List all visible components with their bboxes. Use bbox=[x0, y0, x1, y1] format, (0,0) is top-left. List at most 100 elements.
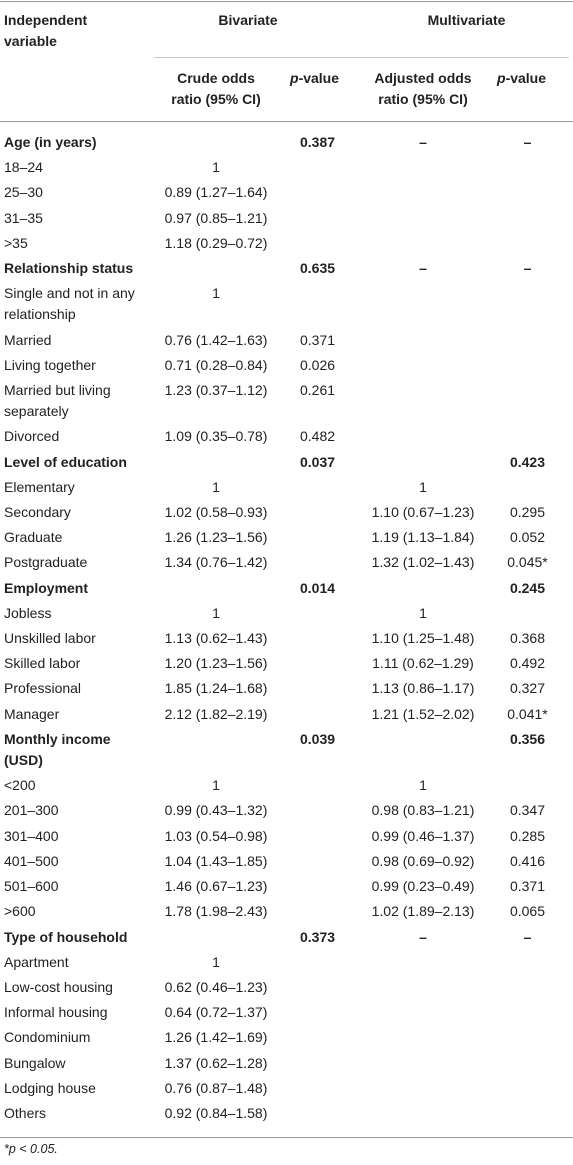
table-cell: Age (in years) bbox=[4, 134, 97, 150]
table-cell: 0.245 bbox=[509, 579, 546, 596]
rule bbox=[0, 1, 573, 2]
table-cell: Low-cost housing bbox=[4, 978, 113, 995]
header-cell: Multivariate bbox=[427, 12, 506, 28]
table-cell: Professional bbox=[4, 680, 82, 697]
table-cell: 1.13 (0.86–1.17) bbox=[371, 680, 475, 697]
table-cell: 1.02 (1.89–2.13) bbox=[371, 903, 475, 920]
table-cell: Employment bbox=[4, 579, 89, 596]
table-cell: 0.065 bbox=[509, 903, 546, 920]
table-cell: 0.371 bbox=[300, 331, 336, 348]
table-cell: 0.635 bbox=[300, 260, 336, 277]
table-row: Informal housing 0.64 (0.72–1.37) bbox=[0, 1000, 573, 1025]
table-cell: 0.98 (0.83–1.21) bbox=[371, 802, 475, 819]
table-cell bbox=[360, 1000, 486, 1004]
footnote: *p < 0.05. bbox=[4, 1142, 58, 1156]
table-cell bbox=[282, 500, 360, 504]
table-cell: 1.78 (1.98–2.43) bbox=[164, 903, 268, 920]
table-cell: 0.98 (0.69–0.92) bbox=[371, 852, 475, 869]
table-cell: 301–400 bbox=[4, 827, 59, 844]
group-row: Employment 0.014 0.245 bbox=[0, 576, 573, 601]
table-cell bbox=[360, 231, 486, 235]
group-row: Age (in years) 0.387 – – bbox=[0, 130, 573, 155]
table-cell: Bungalow bbox=[4, 1054, 66, 1071]
table-cell: Others bbox=[4, 1104, 47, 1121]
table-cell: 1 bbox=[212, 159, 220, 176]
table-cell bbox=[486, 231, 573, 235]
table-cell bbox=[282, 1076, 360, 1080]
table-cell bbox=[282, 899, 360, 903]
table-cell bbox=[486, 424, 573, 428]
table-cell bbox=[282, 975, 360, 979]
table-cell: 1.20 (1.23–1.56) bbox=[164, 655, 268, 672]
table-cell bbox=[486, 975, 573, 979]
table-row: Unskilled labor 1.13 (0.62–1.43) 1.10 (1.2… bbox=[0, 626, 573, 651]
table-cell bbox=[486, 206, 573, 210]
table-cell: 1 bbox=[419, 478, 427, 495]
table-cell: 0.99 (0.43–1.32) bbox=[164, 802, 268, 819]
table-cell: 1.04 (1.43–1.85) bbox=[164, 852, 268, 869]
table-cell: 0.052 bbox=[509, 529, 546, 546]
table-row: Divorced 1.09 (0.35–0.78) 0.482 bbox=[0, 424, 573, 449]
table-cell: 25–30 bbox=[4, 184, 43, 201]
table-cell bbox=[282, 1000, 360, 1004]
table-cell bbox=[486, 328, 573, 332]
table-cell bbox=[360, 727, 486, 731]
table-row: Secondary 1.02 (0.58–0.93) 1.10 (0.67–1.23… bbox=[0, 500, 573, 525]
table-cell bbox=[282, 950, 360, 954]
rule bbox=[0, 1137, 573, 1138]
group-row: Monthly income (USD) 0.039 0.356 bbox=[0, 727, 573, 773]
table-cell: 0.037 bbox=[300, 453, 336, 470]
table-cell: Apartment bbox=[4, 953, 69, 970]
table-row: 31–35 0.97 (0.85–1.21) bbox=[0, 206, 573, 231]
table-cell: 201–300 bbox=[4, 802, 59, 819]
header-cell: Crude odds ratio (95% CI) bbox=[171, 70, 261, 108]
table-cell bbox=[360, 950, 486, 954]
table-cell: 1.23 (0.37–1.12) bbox=[164, 382, 268, 399]
table-row: Single and not in any relationship 1 bbox=[0, 281, 573, 327]
table-cell: 1 bbox=[212, 285, 220, 302]
table-cell: 0.387 bbox=[300, 134, 336, 150]
table-row: Condominium 1.26 (1.42–1.69) bbox=[0, 1025, 573, 1050]
table-cell: 0.99 (0.23–0.49) bbox=[371, 878, 475, 895]
table-cell: 1.02 (0.58–0.93) bbox=[164, 504, 268, 521]
table-cell: 1.03 (0.54–0.98) bbox=[164, 827, 268, 844]
table-cell: Manager bbox=[4, 705, 60, 722]
table-cell: 0.423 bbox=[509, 453, 546, 470]
table-cell: Monthly income (USD) bbox=[4, 730, 111, 769]
table-cell bbox=[282, 874, 360, 878]
table-row: Apartment 1 bbox=[0, 950, 573, 975]
table-cell bbox=[282, 849, 360, 853]
table-cell: 2.12 (1.82–2.19) bbox=[164, 705, 268, 722]
table-cell: 0.71 (0.28–0.84) bbox=[164, 356, 268, 373]
table-cell bbox=[486, 1025, 573, 1029]
rule bbox=[154, 57, 569, 58]
header-row: Crude odds ratio (95% CI) p-value Adjust… bbox=[0, 66, 573, 112]
table-row: Others 0.92 (0.84–1.58) bbox=[0, 1101, 573, 1126]
table-cell: 0.026 bbox=[300, 356, 336, 373]
table-cell bbox=[282, 773, 360, 777]
table-cell: 1 bbox=[419, 604, 427, 621]
table-cell: Divorced bbox=[4, 428, 60, 445]
table-cell: 0.373 bbox=[300, 928, 336, 945]
table-cell: 0.045* bbox=[507, 554, 548, 571]
table-cell bbox=[360, 450, 486, 454]
table-cell: 0.041* bbox=[507, 705, 548, 722]
table-cell: Informal housing bbox=[4, 1004, 108, 1021]
header-cell: Independent variable bbox=[4, 12, 88, 50]
table-row: 401–500 1.04 (1.43–1.85) 0.98 (0.69–0.92) 0… bbox=[0, 849, 573, 874]
table-cell: >35 bbox=[4, 234, 28, 251]
table-cell: 1.46 (0.67–1.23) bbox=[164, 878, 268, 895]
table-cell: Elementary bbox=[4, 478, 75, 495]
table-cell bbox=[360, 180, 486, 184]
table-cell: 1 bbox=[212, 953, 220, 970]
group-row: Relationship status 0.635 – – bbox=[0, 256, 573, 281]
table-row: Manager 2.12 (1.82–2.19) 1.21 (1.52–2.02) 0… bbox=[0, 702, 573, 727]
table-cell bbox=[360, 206, 486, 210]
table-row: 301–400 1.03 (0.54–0.98) 0.99 (0.46–1.37) 0… bbox=[0, 824, 573, 849]
table-cell bbox=[486, 601, 573, 605]
table-cell bbox=[150, 256, 282, 260]
table-cell bbox=[282, 180, 360, 184]
table-cell: 1 bbox=[419, 777, 427, 794]
table-body: Age (in years) 0.387 – – 18–24 1 25–30 0.89 (1.… bbox=[0, 130, 573, 1126]
